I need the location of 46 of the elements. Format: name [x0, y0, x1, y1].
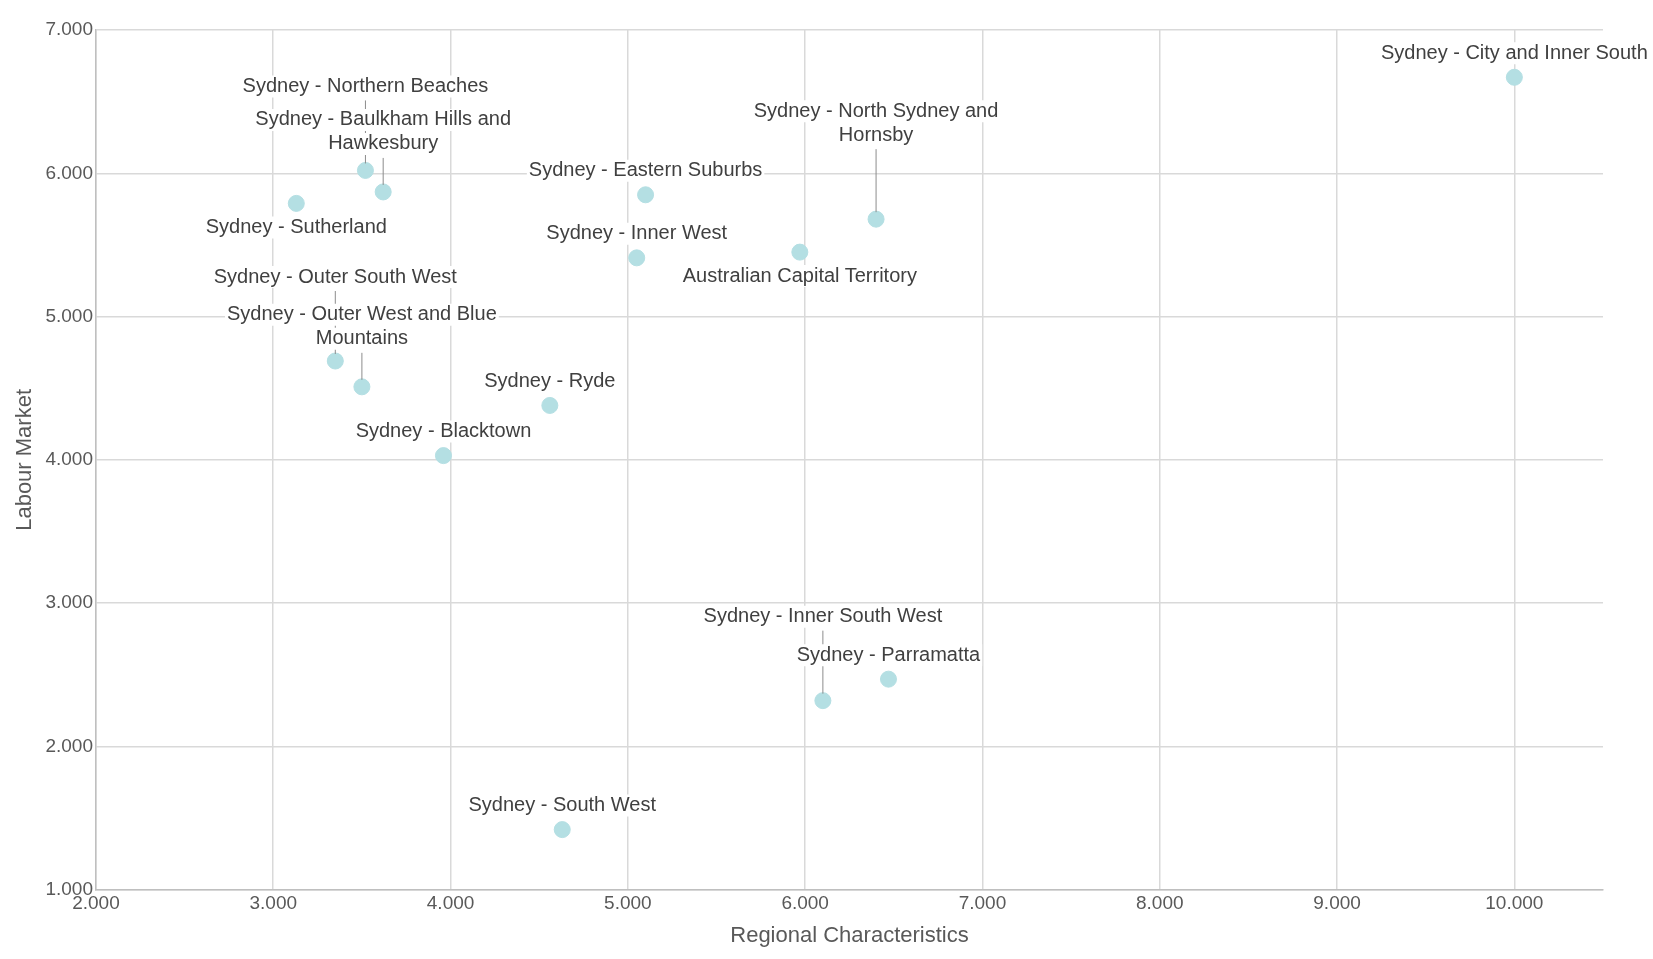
point	[1505, 68, 1523, 86]
point	[353, 378, 371, 396]
point	[637, 186, 655, 204]
x-tick-label: 7.000	[958, 892, 1007, 914]
x-tick-label: 5.000	[604, 892, 652, 914]
point	[879, 670, 897, 688]
annotation: Sydney - Sutherland	[205, 214, 387, 237]
annotation: Sydney - Eastern Suburbs	[528, 158, 763, 181]
annotation: Sydney - Parramatta	[796, 642, 982, 665]
y-axis-title: Labour Market	[11, 388, 37, 531]
annotation: Sydney - Inner West	[546, 221, 728, 244]
x-axis-title: Regional Characteristics	[730, 921, 969, 947]
point	[791, 243, 809, 261]
x-tick-label: 3.000	[249, 892, 298, 914]
annotation: Sydney - Baulkham Hills and Hawkesbury	[255, 107, 512, 154]
annotation: Sydney - Ryde	[484, 368, 616, 391]
annotation: Sydney - North Sydney and Hornsby	[753, 98, 999, 145]
y-tick-label: 4.000	[45, 448, 93, 470]
x-tick-label: 10.000	[1485, 892, 1544, 914]
point	[628, 249, 646, 267]
annotation: Australian Capital Territory	[682, 263, 917, 286]
x-tick-label: 4.000	[426, 892, 475, 914]
point	[867, 210, 885, 228]
point	[541, 396, 559, 414]
point	[356, 161, 374, 179]
point	[553, 821, 571, 839]
x-tick-label: 8.000	[1135, 892, 1184, 914]
point	[434, 447, 452, 465]
x-tick-label: 6.000	[781, 892, 829, 914]
annotation: Sydney - Outer South West	[213, 264, 458, 287]
annotation: Sydney - Inner South West	[703, 604, 943, 627]
point	[814, 692, 832, 710]
point	[287, 194, 305, 212]
annotation: Sydney - Outer West and Blue Mountains	[227, 302, 497, 349]
point	[326, 352, 344, 370]
y-tick-label: 7.000	[45, 18, 93, 40]
annotation: Sydney - Northern Beaches	[242, 73, 489, 96]
point	[374, 183, 392, 201]
y-tick-label: 3.000	[45, 591, 93, 613]
annotation: Sydney - South West	[468, 793, 657, 816]
y-tick-label: 6.000	[45, 161, 93, 183]
annotation: Sydney - Blacktown	[355, 419, 532, 442]
y-tick-label: 5.000	[45, 304, 93, 326]
y-tick-label: 2.000	[45, 734, 93, 756]
x-tick-label: 9.000	[1313, 892, 1361, 914]
annotation: Sydney - City and Inner South	[1380, 40, 1648, 63]
